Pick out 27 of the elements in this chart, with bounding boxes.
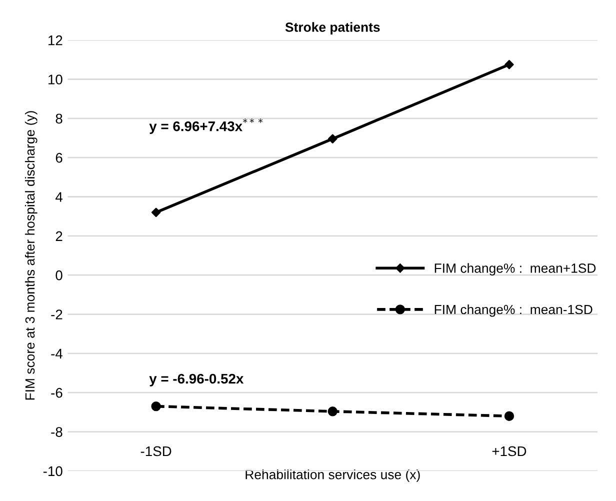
y-tick-label: -10: [43, 466, 62, 476]
y-tick-label: 6: [56, 152, 62, 163]
point: [151, 401, 161, 412]
y-tick-label: -8: [51, 427, 62, 437]
x-tick-label: +1SD: [492, 446, 526, 456]
point: [151, 208, 161, 218]
legend-label: FIM change% : mean+1SD: [434, 263, 596, 276]
y-tick-label: 0: [56, 270, 62, 280]
y-tick-label: -4: [51, 348, 62, 358]
point: [504, 411, 514, 421]
chart-title: Stroke patients: [285, 22, 380, 34]
y-tick-label: -6: [51, 388, 62, 398]
y-tick-label: 4: [55, 192, 62, 202]
point: [504, 60, 514, 70]
y-tick-label: 8: [56, 114, 62, 124]
point: [328, 406, 338, 416]
point: [328, 134, 338, 144]
y-tick-label: 12: [48, 35, 62, 46]
y-axis-title: FIM score at 3 months after hospital discharge (y): [24, 111, 38, 400]
x-tick-label: -1SD: [140, 446, 172, 456]
y-tick-label: -2: [51, 310, 62, 320]
y-tick-label: 10: [48, 74, 62, 84]
y-tick-label: 2: [56, 231, 62, 241]
x-axis-title: Rehabilitation services use (x): [246, 470, 420, 482]
legend-label: FIM change% : mean-1SD: [434, 304, 592, 317]
annotation: y = -6.96-0.52x: [149, 374, 244, 386]
annotation: y = 6.96+7.43x$^{***}$: [149, 118, 263, 134]
